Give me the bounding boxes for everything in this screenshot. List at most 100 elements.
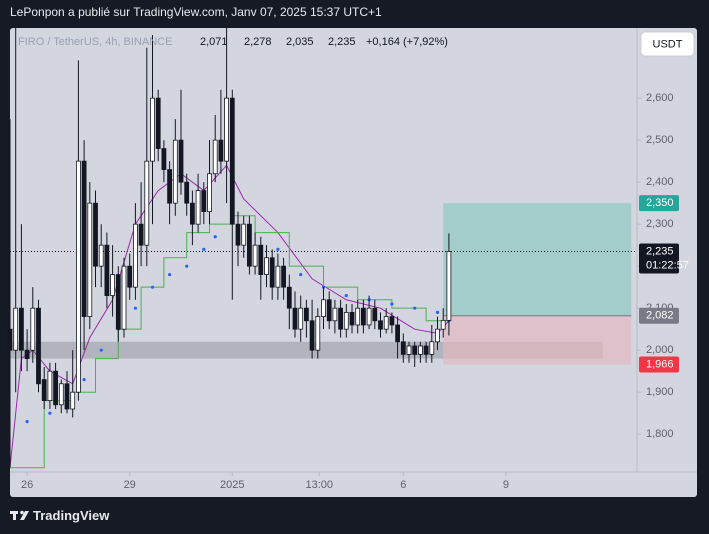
candle-body [418, 345, 423, 355]
countdown: 01:22:57 [646, 259, 689, 271]
candle-body [366, 307, 372, 326]
candle-body [224, 97, 229, 162]
candle-body [13, 307, 19, 351]
candle-body [184, 181, 190, 204]
candle-body [372, 307, 378, 322]
indicator-dot [435, 310, 440, 314]
candle-body [338, 307, 343, 330]
candle-body [304, 307, 309, 322]
candle-body [7, 328, 13, 351]
candle-body [195, 190, 201, 225]
candle-body [298, 307, 304, 330]
indicator-dot [390, 302, 394, 306]
y-tick-label: 2,400 [646, 176, 674, 188]
candle-body [315, 316, 321, 351]
legend-open: 2,071 [200, 36, 228, 48]
candle-body [321, 299, 326, 317]
candle-body [87, 202, 93, 317]
candle-body [355, 307, 361, 326]
candle-body [41, 379, 47, 401]
candle-body [190, 202, 195, 225]
candle-body [343, 311, 349, 330]
currency[interactable]: USDT [653, 38, 683, 50]
candle-body [258, 244, 264, 275]
candle-body [155, 97, 161, 149]
legend-high: 2,278 [244, 36, 272, 48]
brand-logo [10, 510, 29, 520]
candle-body [435, 328, 440, 343]
price-tag [639, 307, 679, 324]
candle-body [172, 139, 178, 204]
candle-body [247, 223, 252, 267]
candle-body [389, 316, 395, 326]
candle-body [383, 316, 389, 330]
price-tag [639, 243, 679, 274]
price-tag [639, 356, 679, 373]
candle-body [150, 97, 155, 162]
candle-body [127, 265, 133, 288]
indicator-dot [48, 411, 52, 415]
candle-body [378, 320, 383, 330]
candle-body [30, 307, 36, 351]
y-tick-label: 2,000 [646, 344, 674, 356]
candle-body [207, 173, 212, 212]
candle-body [64, 383, 70, 410]
y-tick-label: 2,600 [646, 92, 674, 104]
candle-body [70, 391, 76, 410]
position-target [443, 203, 632, 316]
indicator-dot [202, 247, 206, 251]
candle-body [440, 319, 446, 330]
candle-body [252, 244, 258, 267]
candle-body [286, 286, 292, 309]
indicator-dot [150, 285, 155, 289]
indicator-dot [185, 264, 189, 268]
y-tick-label: 2,500 [646, 134, 674, 146]
candle-body [81, 160, 87, 317]
candle-body [264, 257, 269, 275]
price-tag-label: 2,235 [646, 245, 674, 257]
candle-body [361, 307, 366, 326]
x-tick-label: 26 [21, 479, 33, 491]
x-tick-label: 6 [400, 479, 406, 491]
candle-body [241, 223, 247, 246]
candle-body [121, 265, 127, 330]
indicator-dot [413, 306, 417, 310]
currency-button[interactable] [640, 31, 695, 57]
candle-body [292, 307, 298, 330]
legend-close: 2,235 [328, 36, 356, 48]
candle-body [326, 299, 332, 322]
candle-body [275, 265, 281, 288]
candle-body [115, 274, 121, 330]
candle-body [412, 345, 418, 355]
x-tick-label: 2025 [220, 479, 244, 491]
candle-body [218, 139, 224, 162]
candle-body [58, 383, 64, 406]
candle-body [395, 324, 400, 343]
candle-body [269, 257, 275, 288]
candle-body [423, 345, 429, 355]
candle-body [93, 202, 98, 267]
candle-body [161, 148, 167, 170]
candle-body [76, 160, 81, 393]
candle-body [229, 97, 235, 225]
price-tag [639, 195, 679, 212]
candle-body [110, 274, 115, 296]
candle-body [98, 244, 104, 267]
legend-low: 2,035 [286, 36, 314, 48]
candle-body [19, 307, 24, 351]
candle-body [332, 307, 338, 322]
candle-body [235, 223, 241, 246]
indicator-dot [99, 348, 103, 352]
candle-body [201, 190, 207, 212]
indicator-dot [299, 272, 303, 277]
indicator-dot [276, 247, 280, 251]
candle-body [167, 169, 172, 204]
x-tick-label: 13:00 [305, 479, 333, 491]
author-line: LePonpon a publié sur TradingView.com, J… [10, 5, 382, 19]
indicator-dot [82, 377, 86, 382]
x-tick-label: 29 [124, 479, 136, 491]
indicator-dot [133, 306, 137, 310]
y-tick-label: 1,800 [646, 428, 674, 440]
symbol: FIRO / TetherUS, 4h, BINANCE [18, 36, 172, 48]
price-tag-label: 2,350 [646, 197, 674, 209]
